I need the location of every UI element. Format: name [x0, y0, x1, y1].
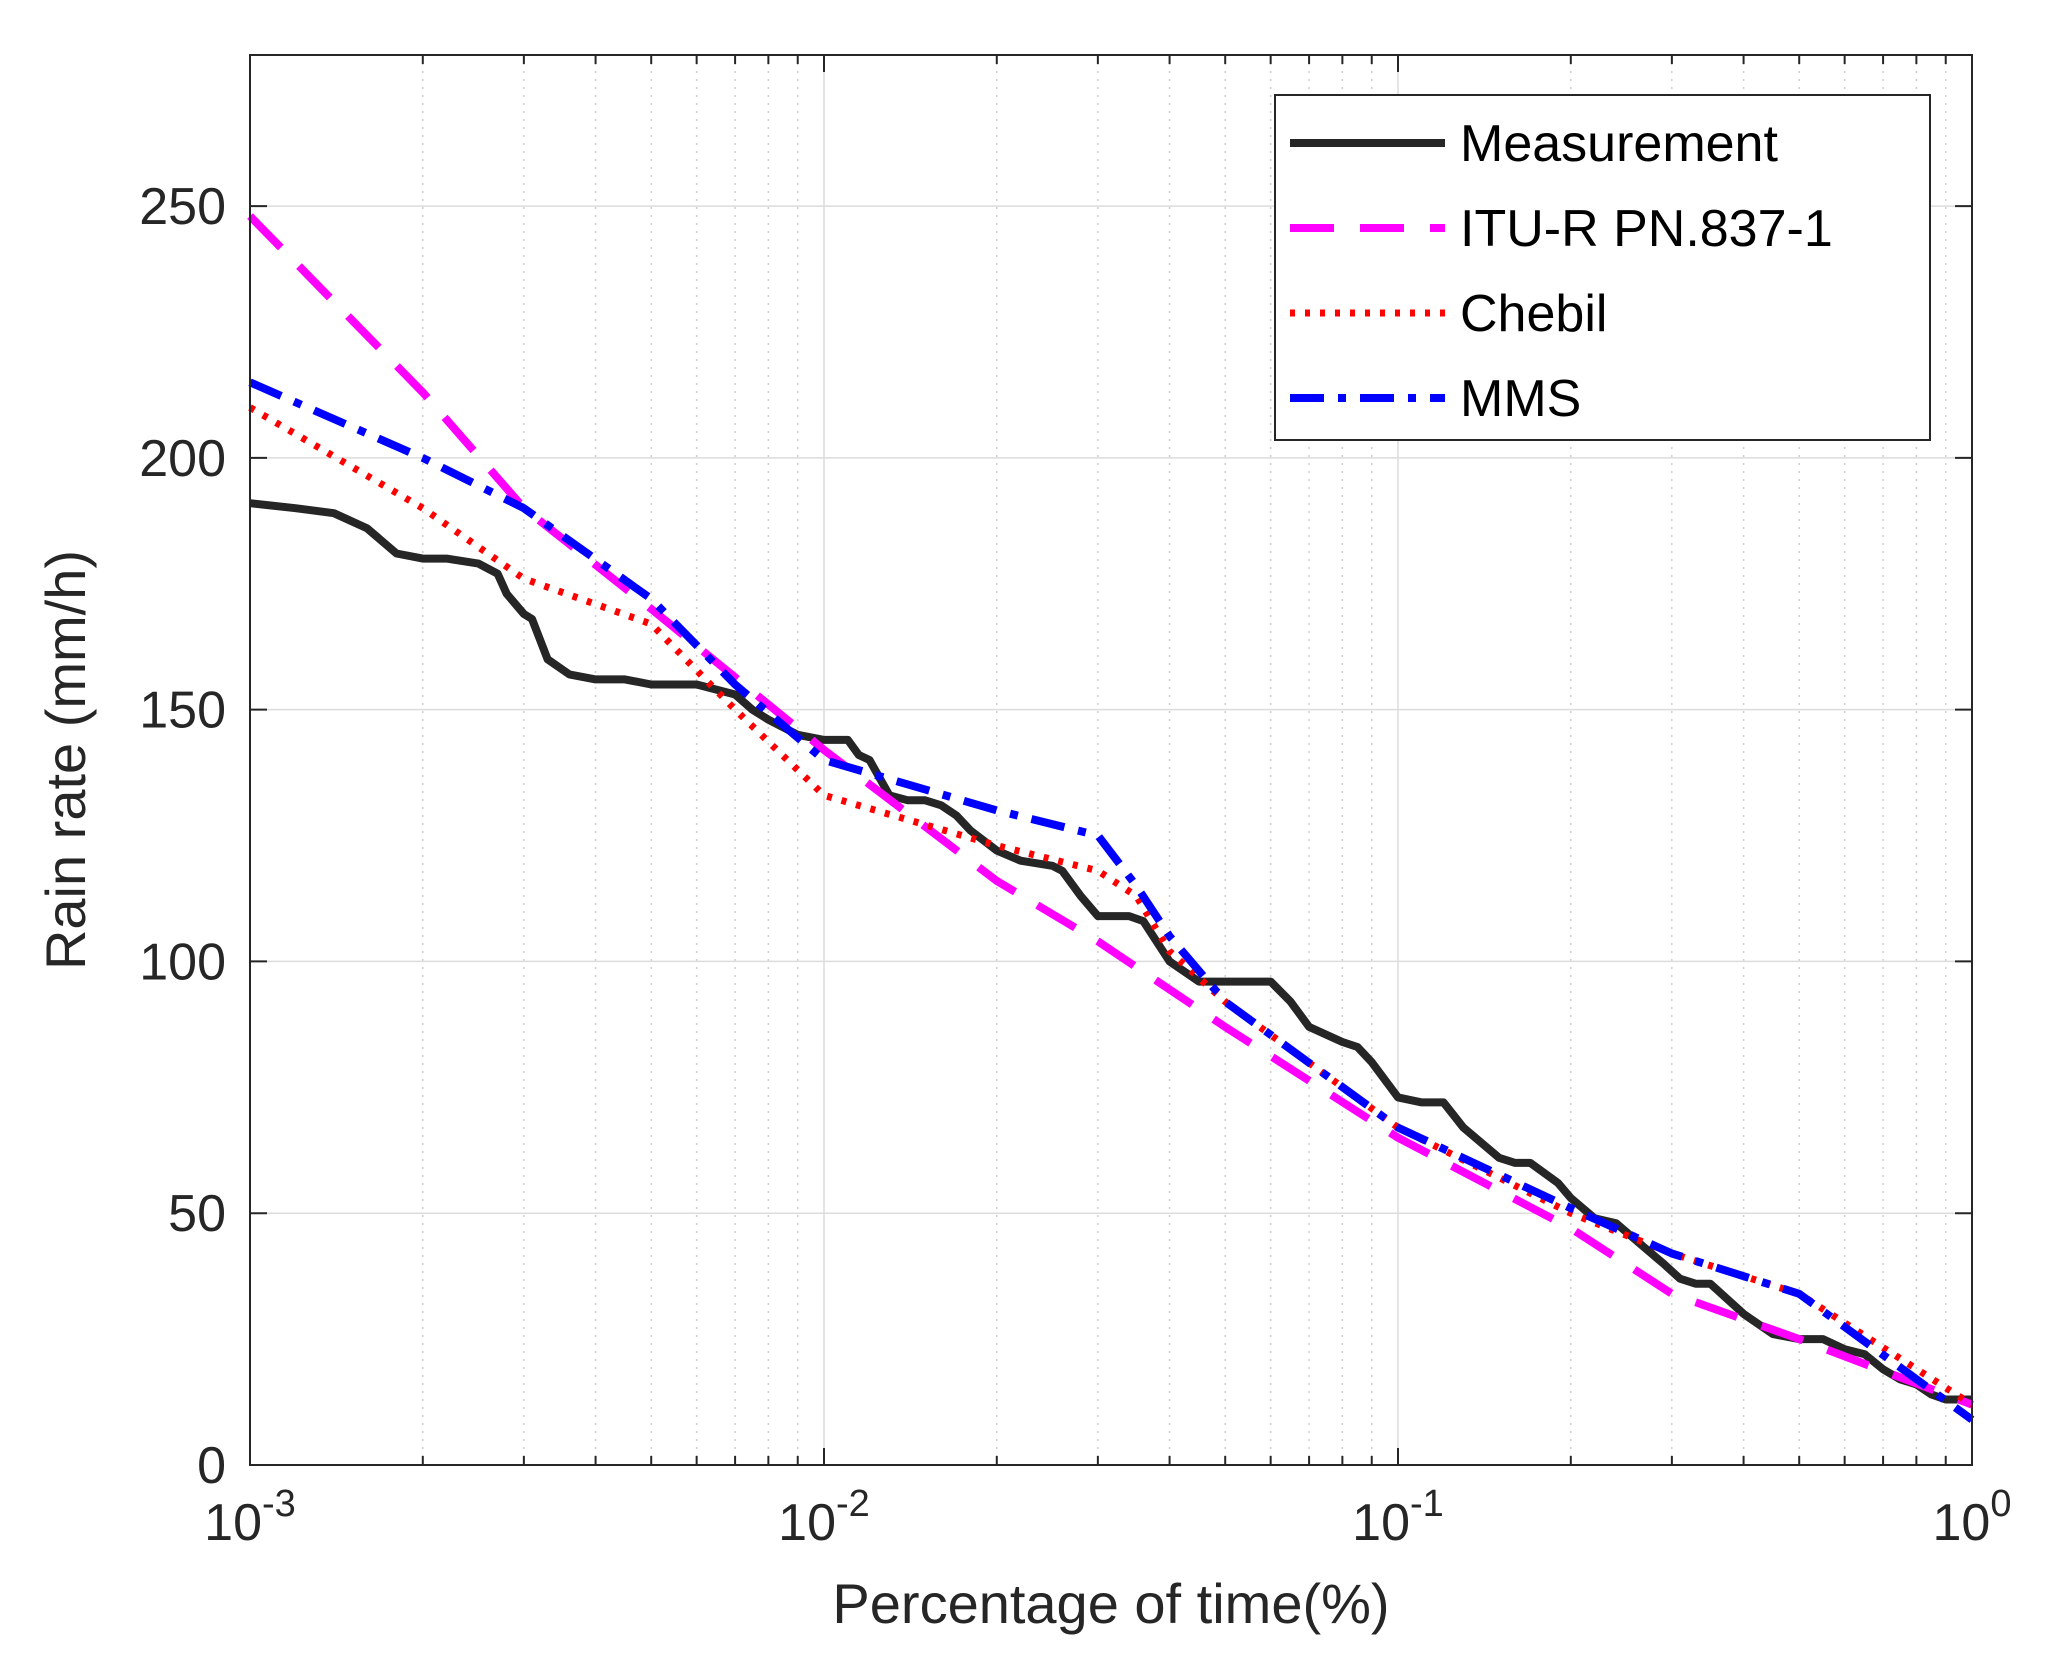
- x-tick-exponent: -1: [1410, 1483, 1444, 1525]
- y-tick-label: 250: [139, 178, 226, 236]
- x-tick-exponent: 0: [1990, 1483, 2011, 1525]
- y-tick-label: 0: [197, 1437, 226, 1495]
- minor-grid: [422, 55, 1947, 1465]
- x-tick-exponent: -3: [262, 1483, 296, 1525]
- x-tick-label: 10-2: [778, 1483, 870, 1552]
- y-axis-title: Rain rate (mm/h): [34, 550, 97, 970]
- y-tick-label: 200: [139, 430, 226, 488]
- legend-entries: Measurement ITU-R PN.837-1 Chebil MMS: [1290, 115, 1833, 428]
- x-tick-base: 10: [1933, 1494, 1991, 1552]
- legend-label-3: Chebil: [1460, 285, 1607, 343]
- x-tick-base: 10: [204, 1494, 262, 1552]
- y-tick-label: 100: [139, 933, 226, 991]
- ticks-layer: [249, 55, 1973, 1466]
- y-tick-label: 50: [168, 1185, 226, 1243]
- series-line-2: [247, 213, 1974, 1409]
- legend-label-1: Measurement: [1460, 115, 1778, 173]
- x-tick-label: 10-3: [204, 1483, 296, 1552]
- y-tick-labels: 0 50 100 150 200 250: [139, 178, 226, 1495]
- x-tick-exponent: -2: [836, 1483, 870, 1525]
- plot-frame: [249, 54, 1973, 1466]
- legend: Measurement ITU-R PN.837-1 Chebil MMS: [1274, 94, 1931, 441]
- series-line-1: [249, 499, 1972, 1404]
- legend-label-2: ITU-R PN.837-1: [1460, 200, 1833, 258]
- x-tick-label: 10-1: [1352, 1483, 1444, 1552]
- x-tick-base: 10: [778, 1494, 836, 1552]
- series-line-3: [248, 404, 1974, 1408]
- x-tick-label: 100: [1933, 1483, 2012, 1552]
- x-tick-base: 10: [1352, 1494, 1410, 1552]
- legend-label-4: MMS: [1460, 370, 1581, 428]
- series-line-4: [248, 378, 1975, 1423]
- x-tick-labels: 10-3 10-2 10-1 100: [204, 1483, 2011, 1552]
- x-axis-title: Percentage of time(%): [832, 1572, 1389, 1635]
- legend-box: [1274, 94, 1931, 441]
- y-tick-label: 150: [139, 682, 226, 740]
- series-layer: [247, 213, 1975, 1423]
